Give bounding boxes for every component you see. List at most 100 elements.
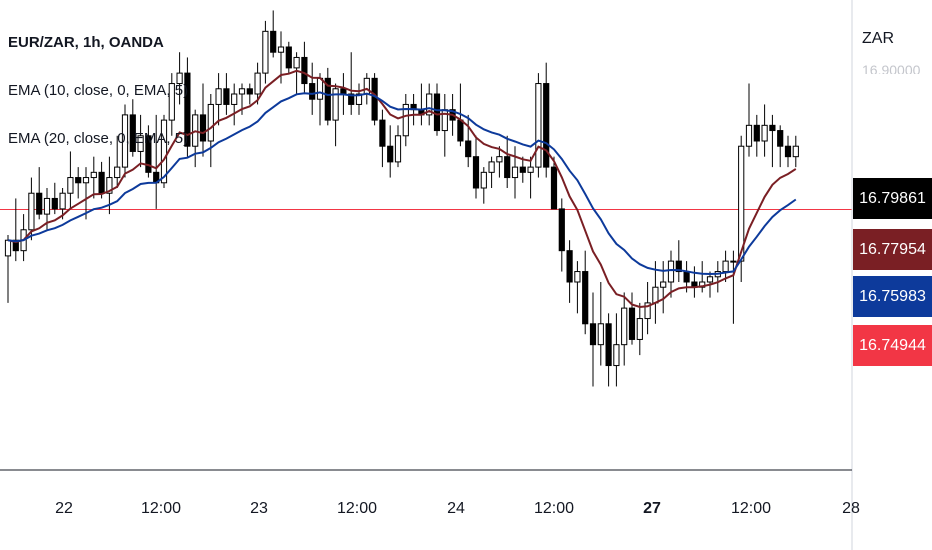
time-axis-tick: 27 (643, 500, 661, 517)
candle-body-down (472, 156, 480, 189)
candle-body-up (660, 281, 667, 288)
candle-body-down (558, 208, 565, 252)
time-axis-tick: 12:00 (533, 500, 575, 517)
candle-body-up (137, 135, 144, 152)
candle-body-down (566, 250, 573, 283)
candle-body-up (426, 93, 433, 116)
candle-body-up (106, 177, 113, 194)
candle-body-up (363, 77, 370, 95)
candle-body-down (340, 88, 347, 95)
candle-body-up (67, 177, 74, 194)
candle-body-up (293, 56, 300, 69)
candle-body-down (129, 114, 136, 152)
candle-body-down (465, 140, 472, 158)
candle-body-down (683, 271, 690, 283)
candle-body-down (433, 93, 441, 132)
candle-body-up (160, 119, 168, 184)
symbol-title[interactable]: EUR/ZAR, 1h, OANDA (8, 34, 164, 51)
candle-body-up (644, 302, 651, 320)
candle-body-down (519, 166, 526, 173)
time-axis-tick: 12:00 (730, 500, 772, 517)
time-axis-tick: 12:00 (336, 500, 378, 517)
candle-body-up (792, 145, 799, 158)
candle-body-down (543, 83, 550, 168)
candle-body-down (51, 197, 58, 210)
currency-label[interactable]: ZAR (862, 30, 894, 47)
candle-body-up (621, 307, 628, 346)
candle-body-down (324, 77, 331, 121)
candle-body-up (597, 323, 604, 346)
time-axis-tick: 24 (447, 500, 465, 517)
candle-body-down (36, 192, 43, 215)
candle-body-up (488, 161, 495, 173)
candle-body-up (527, 166, 534, 173)
candle-body-up (667, 260, 675, 283)
candle-body-down (199, 114, 207, 142)
candle-body-down (309, 83, 316, 100)
candle-body-down (285, 46, 292, 69)
candlestick-series (4, 10, 799, 387)
candle-body-down (184, 72, 191, 147)
price-axis-top-label: 16.90000 (862, 62, 921, 74)
candle-body-up (722, 260, 729, 273)
candle-body-up (355, 93, 363, 105)
candle-body-up (636, 318, 643, 340)
ema-10-line (7, 69, 797, 309)
candle-body-down (769, 124, 776, 132)
time-axis-tick: 23 (250, 500, 268, 517)
ema-20-legend[interactable]: EMA (20, close, 0, EMA, 5) (8, 130, 189, 147)
candle-body-down (223, 88, 230, 105)
time-axis-tick: 22 (55, 500, 73, 517)
candle-body-down (784, 145, 792, 158)
candle-body-up (59, 192, 66, 210)
ema-10-legend[interactable]: EMA (10, close, 0, EMA, 5) (8, 82, 189, 99)
candle-body-down (675, 260, 682, 273)
candle-body-up (277, 46, 285, 53)
candle-body-up (316, 77, 324, 100)
candle-body-down (387, 145, 394, 163)
candle-body-up (207, 103, 214, 142)
candle-body-down (379, 119, 386, 147)
candle-body-down (348, 93, 355, 105)
candle-body-up (480, 171, 487, 189)
candle-body-up (168, 83, 175, 121)
candle-body-up (730, 260, 737, 263)
candle-body-down (777, 130, 784, 147)
candle-body-up (254, 72, 261, 95)
candle-body-down (457, 119, 464, 142)
ema-10-price-label: 16.77954 (853, 229, 932, 270)
candle-body-up (574, 271, 581, 283)
candle-body-up (231, 93, 238, 105)
candle-body-down (504, 156, 511, 179)
candle-body-up (4, 239, 12, 257)
candle-body-up (90, 171, 97, 179)
candle-body-down (301, 56, 308, 85)
candle-body-down (98, 171, 105, 194)
candle-body-up (511, 166, 519, 179)
candle-body-down (550, 166, 558, 210)
candle-body-up (613, 344, 620, 367)
last-close-price-label: 16.79861 (853, 178, 932, 219)
candle-body-down (753, 124, 760, 142)
candle-body-up (332, 88, 339, 121)
candle-body-up (82, 177, 90, 184)
candle-body-down (270, 30, 277, 53)
candle-body-down (582, 271, 589, 325)
ema-20-price-label: 16.75983 (853, 276, 932, 317)
time-axis-tick: 28 (842, 500, 860, 517)
candle-body-up (262, 30, 269, 74)
candle-body-up (706, 276, 714, 283)
candle-body-down (589, 323, 597, 346)
candle-body-up (215, 88, 222, 105)
candle-body-up (28, 192, 35, 231)
candle-body-down (246, 88, 253, 95)
candle-body-up (114, 166, 121, 179)
candle-body-up (394, 135, 402, 163)
candle-body-up (535, 83, 542, 168)
candle-body-down (75, 177, 82, 184)
price-line-label: 16.74944 (853, 325, 932, 366)
candle-body-up (43, 197, 51, 215)
candle-body-up (176, 72, 183, 85)
candle-body-down (145, 135, 152, 173)
